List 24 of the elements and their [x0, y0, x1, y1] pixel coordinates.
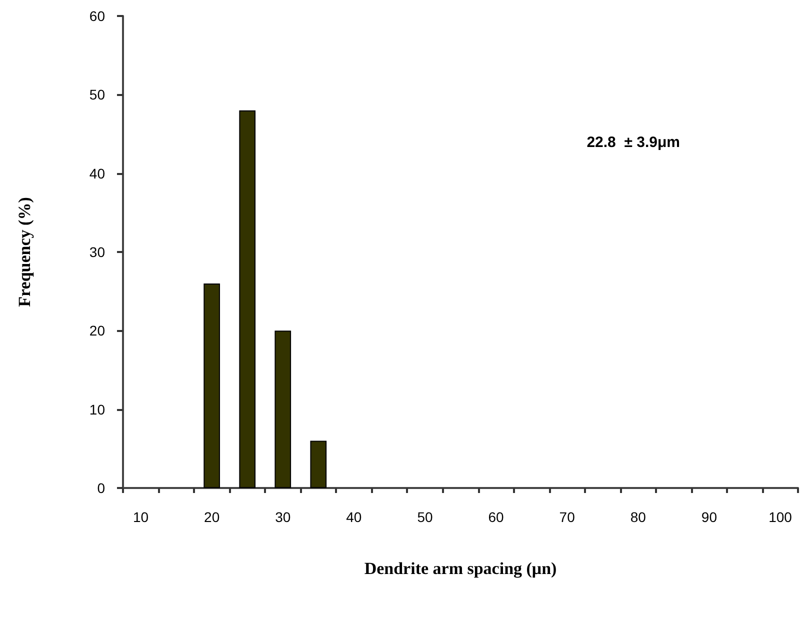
y-axis-title: Frequency (%): [15, 197, 34, 307]
x-tick-label: 50: [417, 509, 433, 525]
x-axis-title: Dendrite arm spacing (μn): [364, 559, 557, 578]
bar: [239, 110, 256, 488]
x-tick-label: 20: [204, 509, 220, 525]
y-tick-label: 60: [89, 8, 106, 24]
x-tick-label: 90: [701, 509, 718, 525]
bar: [204, 283, 220, 488]
annotation: 22.8 ± 3.9μm: [586, 134, 680, 151]
y-tick-label: 10: [89, 401, 106, 418]
y-tick-label: 30: [89, 244, 106, 260]
x-tick-label: 30: [275, 509, 291, 525]
x-tick-label: 10: [132, 509, 149, 525]
bar: [274, 330, 292, 488]
x-tick-label: 40: [346, 509, 362, 525]
x-tick-label: 70: [559, 509, 576, 525]
x-tick-label: 100: [768, 509, 792, 525]
y-tick-label: 20: [89, 322, 106, 339]
y-tick-label: 50: [89, 86, 106, 103]
y-tick-label: 40: [89, 165, 106, 182]
y-tick-label: 0: [97, 480, 106, 496]
bar: [310, 440, 327, 488]
x-tick-label: 80: [630, 509, 646, 525]
x-tick-label: 60: [488, 509, 504, 525]
